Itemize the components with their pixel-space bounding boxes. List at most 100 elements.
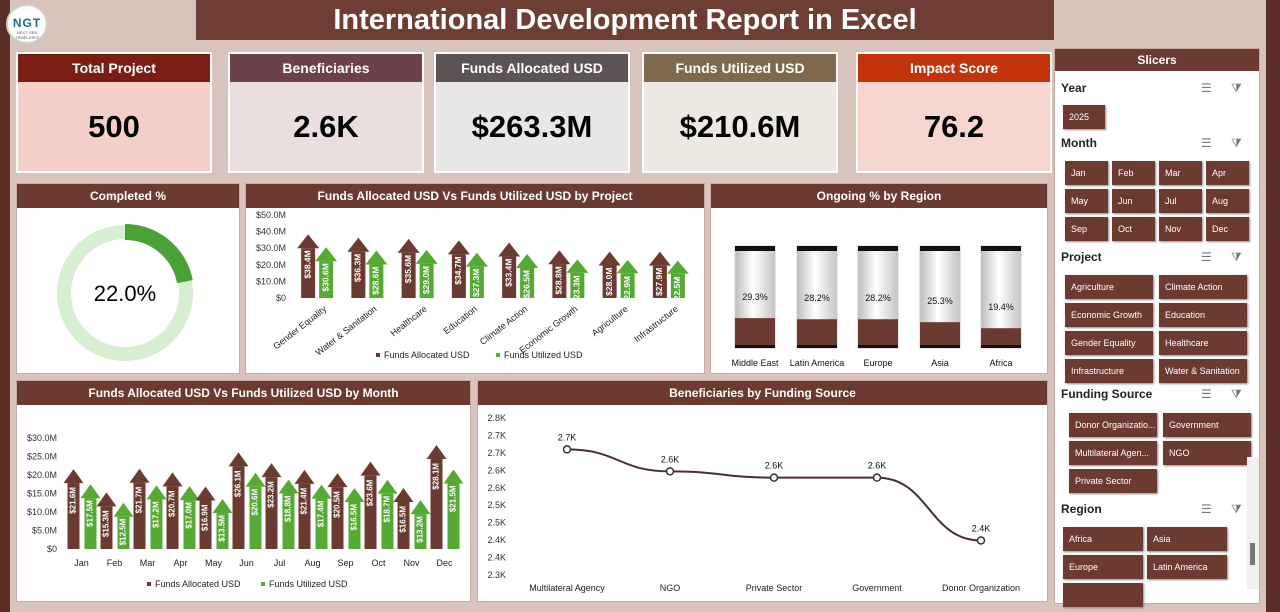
allocated-bar xyxy=(63,469,84,549)
slicer-button[interactable]: Private Sector xyxy=(1069,469,1157,493)
slicer-button[interactable]: Healthcare xyxy=(1159,331,1247,355)
multi-select-icon[interactable]: ☰ xyxy=(1201,136,1212,150)
panel-title: Ongoing % by Region xyxy=(711,184,1047,208)
slicer-button[interactable]: NGO xyxy=(1163,441,1251,465)
utilized-bar-body xyxy=(670,273,685,298)
y-tick-label: 2.4K xyxy=(487,535,506,545)
allocated-bar-head xyxy=(63,469,84,484)
y-tick-label: 2.3K xyxy=(487,570,506,580)
utilized-bar-body xyxy=(381,493,394,549)
slicer-button[interactable]: Mar xyxy=(1159,161,1202,185)
legend-utilized: Funds Utilized USD xyxy=(504,350,583,360)
slicer-button[interactable]: May xyxy=(1065,189,1108,213)
slicer-button[interactable]: 2025 xyxy=(1063,105,1105,129)
utilized-bar xyxy=(616,259,639,298)
slicer-button[interactable]: Aug xyxy=(1206,189,1249,213)
slicer-button[interactable]: Infrastructure xyxy=(1065,359,1153,383)
kpi-label: Impact Score xyxy=(858,54,1050,82)
bar-data-label: $22.9M xyxy=(622,276,632,304)
x-tick-label: Multilateral Agency xyxy=(529,583,605,593)
tank-cap xyxy=(981,246,1021,251)
slicer-button[interactable]: Europe xyxy=(1063,555,1143,579)
allocated-bar-body xyxy=(364,475,377,549)
clear-filter-icon[interactable]: ⧩ xyxy=(1231,502,1242,516)
slicer-button[interactable]: Jul xyxy=(1159,189,1202,213)
slicer-button[interactable]: Oct xyxy=(1112,217,1155,241)
x-tick-label: Healthcare xyxy=(388,304,428,339)
slicer-button[interactable]: Climate Action xyxy=(1159,275,1247,299)
slicer-button[interactable]: Economic Growth xyxy=(1065,303,1153,327)
slicer-button[interactable]: Education xyxy=(1159,303,1247,327)
slicer-button[interactable]: Jan xyxy=(1065,161,1108,185)
allocated-bar-body xyxy=(451,254,466,298)
y-tick-label: $10.0M xyxy=(256,276,286,286)
slicer-button[interactable]: Multilateral Agen... xyxy=(1069,441,1157,465)
multi-select-icon[interactable]: ☰ xyxy=(1201,250,1212,264)
bar-data-label: $21.5M xyxy=(449,485,458,512)
utilized-bar-body xyxy=(216,513,229,549)
clear-filter-icon[interactable]: ⧩ xyxy=(1231,136,1242,150)
bar-data-label: $16.5M xyxy=(350,504,359,531)
slicer-button[interactable]: Nov xyxy=(1159,217,1202,241)
x-tick-label: Africa xyxy=(989,358,1012,368)
x-tick-label: Donor Organization xyxy=(942,583,1020,593)
slicer-button[interactable]: Africa xyxy=(1063,527,1143,551)
allocated-bar-body xyxy=(652,265,667,298)
multi-select-icon[interactable]: ☰ xyxy=(1201,81,1212,95)
kpi-beneficiaries: Beneficiaries 2.6K xyxy=(228,52,424,173)
allocated-bar xyxy=(297,234,320,298)
bar-data-label: $27.9M xyxy=(654,268,664,296)
slicer-button[interactable] xyxy=(1063,583,1143,607)
bar-data-label: $36.3M xyxy=(353,254,363,282)
slicer-button[interactable]: Jun xyxy=(1112,189,1155,213)
slicer-button[interactable]: Gender Equality xyxy=(1065,331,1153,355)
allocated-bar xyxy=(498,242,521,298)
utilized-bar xyxy=(80,484,101,549)
x-tick-label: Oct xyxy=(371,558,386,568)
slicer-button[interactable]: Latin America xyxy=(1147,555,1227,579)
allocated-bar-head xyxy=(648,251,671,266)
utilized-bar xyxy=(377,479,398,549)
clear-filter-icon[interactable]: ⧩ xyxy=(1231,81,1242,95)
y-tick-label: $25.0M xyxy=(27,452,57,462)
slicer-button[interactable]: Asia xyxy=(1147,527,1227,551)
utilized-bar-body xyxy=(414,514,427,549)
bar-data-label: $13.5M xyxy=(218,515,227,542)
kpi-label: Beneficiaries xyxy=(230,54,422,82)
bar-data-label: $21.4M xyxy=(300,487,309,514)
allocated-bar-body xyxy=(351,251,366,298)
x-tick-label: Latin America xyxy=(790,358,845,368)
multi-select-icon[interactable]: ☰ xyxy=(1201,387,1212,401)
slicer-button[interactable]: Agriculture xyxy=(1065,275,1153,299)
kpi-funds-allocated: Funds Allocated USD $263.3M xyxy=(434,52,630,173)
panel-title: Funds Allocated USD Vs Funds Utilized US… xyxy=(17,381,470,405)
slicer-button[interactable]: Sep xyxy=(1065,217,1108,241)
allocated-bar xyxy=(129,468,150,549)
utilized-bar xyxy=(146,485,167,549)
allocated-bar-body xyxy=(100,506,113,549)
donut-label: 22.0% xyxy=(94,281,156,306)
multi-select-icon[interactable]: ☰ xyxy=(1201,502,1212,516)
slicers-title: Slicers xyxy=(1055,49,1259,71)
slicer-scrollbar[interactable] xyxy=(1247,457,1259,589)
tank-cap xyxy=(797,246,837,251)
legend-swatch-utilized xyxy=(261,582,265,586)
allocated-bar-body xyxy=(133,482,146,549)
slicer-button[interactable]: Dec xyxy=(1206,217,1249,241)
line-point xyxy=(872,473,882,482)
bar-data-label: $23.3M xyxy=(572,275,582,303)
region-data-label: 25.3% xyxy=(927,296,953,306)
kpi-total-project: Total Project 500 xyxy=(16,52,212,173)
utilized-bar xyxy=(516,254,539,298)
slicer-button[interactable]: Feb xyxy=(1112,161,1155,185)
slicer-button[interactable]: Donor Organizatio... xyxy=(1069,413,1157,437)
allocated-bar-head xyxy=(447,240,470,255)
slicer-button[interactable]: Water & Sanitation xyxy=(1159,359,1247,383)
clear-filter-icon[interactable]: ⧩ xyxy=(1231,250,1242,264)
slicer-button[interactable]: Apr xyxy=(1206,161,1249,185)
slicer-button[interactable]: Government xyxy=(1163,413,1251,437)
scrollbar-thumb[interactable] xyxy=(1250,543,1255,565)
clear-filter-icon[interactable]: ⧩ xyxy=(1231,387,1242,401)
x-tick-label: Jun xyxy=(239,558,254,568)
y-tick-label: $20.0M xyxy=(256,260,286,270)
